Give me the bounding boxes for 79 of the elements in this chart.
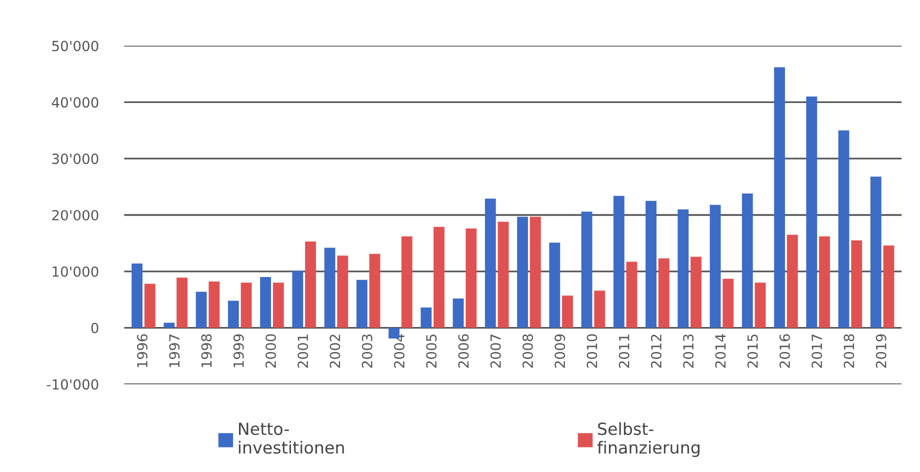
x-tick-label: 2018 xyxy=(844,334,854,368)
bar xyxy=(806,96,818,328)
bar xyxy=(646,200,656,328)
y-tick-label: 30'000 xyxy=(52,154,98,164)
bar xyxy=(883,245,894,328)
bar xyxy=(324,248,336,328)
x-tick-label: 1996 xyxy=(137,334,148,368)
x-tick-label: 2001 xyxy=(298,334,308,368)
bar xyxy=(517,216,528,328)
x-tick-label: 2012 xyxy=(650,334,662,368)
bar xyxy=(208,282,220,328)
bar xyxy=(819,236,830,328)
bar xyxy=(292,270,304,328)
bar xyxy=(337,256,348,328)
y-tick-label: 50'000 xyxy=(52,40,98,52)
bar xyxy=(658,258,670,328)
bar xyxy=(466,228,477,328)
x-tick-label: 2009 xyxy=(554,334,566,368)
x-tick-label: 2007 xyxy=(490,334,501,368)
x-tick-label: 2008 xyxy=(522,334,533,368)
x-tick-label: 2010 xyxy=(586,334,598,368)
bar xyxy=(196,292,207,328)
x-tick-label: 1997 xyxy=(169,334,180,368)
bar xyxy=(401,236,412,328)
x-tick-label: 2005 xyxy=(426,334,437,368)
bar xyxy=(305,242,316,328)
bar xyxy=(549,242,560,328)
bar xyxy=(786,234,798,328)
x-tick-label: 2006 xyxy=(458,334,469,368)
y-tick-label: 40'000 xyxy=(52,97,98,108)
y-tick-label: -10'000 xyxy=(46,379,98,390)
bar xyxy=(774,67,785,328)
bar xyxy=(754,282,766,328)
bar xyxy=(742,194,753,328)
x-tick-label: 2013 xyxy=(683,334,694,368)
x-tick-label: 2014 xyxy=(715,334,726,368)
bar xyxy=(144,284,156,328)
bar xyxy=(870,176,882,328)
bar xyxy=(484,198,496,328)
x-tick-label: 2000 xyxy=(265,334,276,368)
bar xyxy=(369,254,380,328)
y-tick-label: 20'000 xyxy=(52,210,98,220)
bar xyxy=(678,209,689,328)
bar xyxy=(240,282,252,328)
x-tick-label: 2017 xyxy=(812,334,822,368)
x-tick-label: 2011 xyxy=(618,334,630,368)
bar xyxy=(260,277,272,328)
y-tick-label: 0 xyxy=(91,322,98,334)
x-tick-label: 2019 xyxy=(876,334,886,368)
bar xyxy=(838,130,850,328)
x-tick-label: 1999 xyxy=(233,334,244,368)
bar xyxy=(562,296,573,328)
bar xyxy=(710,204,721,328)
bar xyxy=(594,290,606,328)
x-tick-label: 2015 xyxy=(747,334,758,368)
x-tick-label: 1998 xyxy=(201,334,212,368)
bar xyxy=(272,282,284,328)
bar xyxy=(452,298,464,328)
bar xyxy=(164,322,175,328)
x-tick-label: 2003 xyxy=(362,334,372,368)
bar xyxy=(498,222,509,328)
bar xyxy=(530,216,541,328)
y-tick-label: 10'000 xyxy=(52,266,98,277)
bar xyxy=(420,308,432,328)
bar xyxy=(132,264,143,328)
x-tick-label: 2016 xyxy=(779,334,790,368)
bar xyxy=(356,280,368,328)
bar xyxy=(176,278,188,328)
bar xyxy=(690,256,702,328)
legend-label: Selbst- finanzierung xyxy=(597,422,700,457)
bar xyxy=(581,212,592,328)
bar xyxy=(626,262,638,328)
bar xyxy=(613,196,624,328)
legend-label: Netto- investitionen xyxy=(238,422,344,454)
bar xyxy=(851,240,862,328)
x-tick-label: 2002 xyxy=(330,334,340,368)
bar xyxy=(722,278,734,328)
bar xyxy=(434,226,444,328)
bar xyxy=(228,300,239,328)
